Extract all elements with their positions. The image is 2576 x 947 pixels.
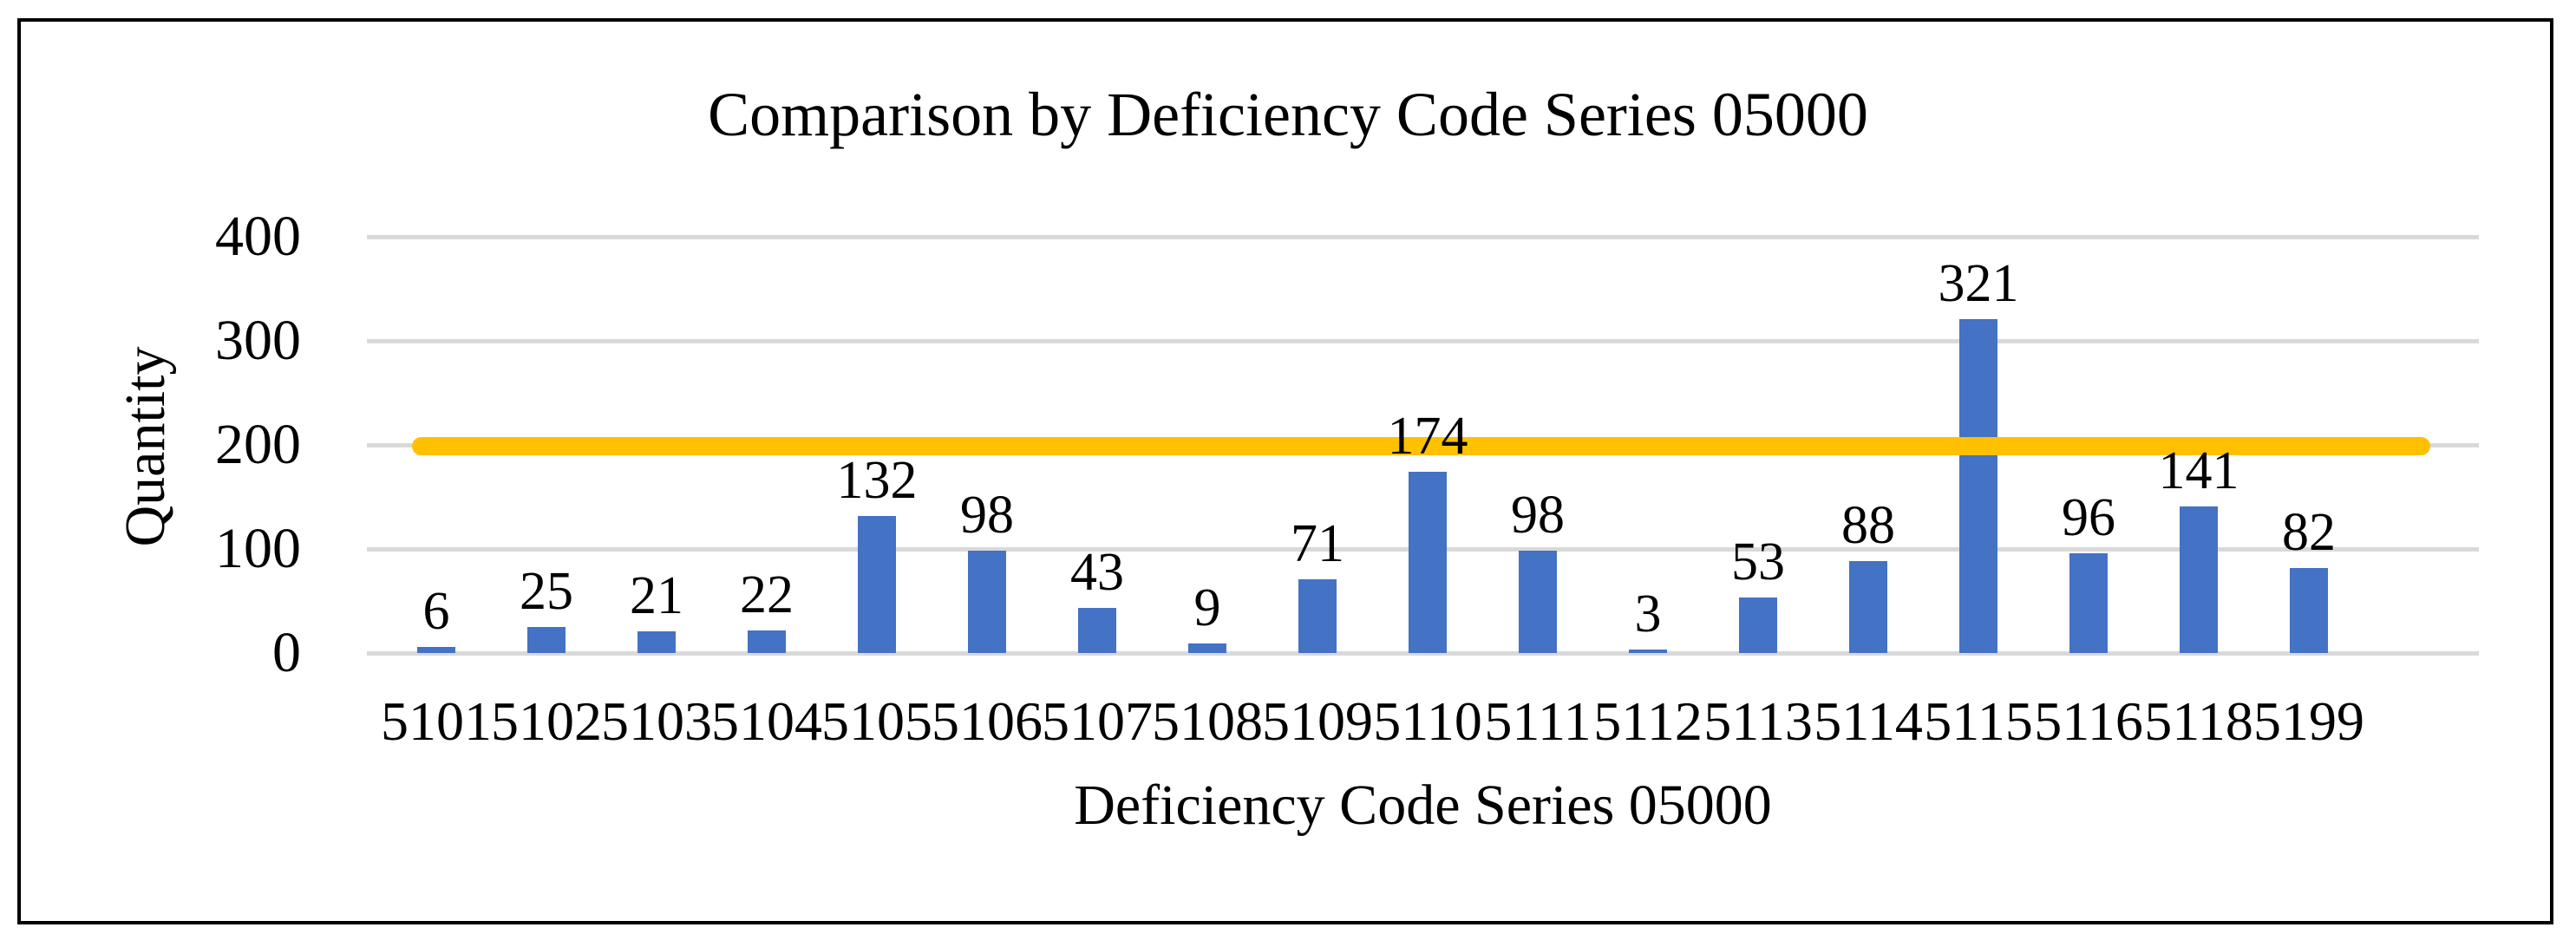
value-label-5110: 174 (1387, 407, 1468, 467)
bar-5112 (1629, 650, 1667, 653)
bar-5116 (2069, 552, 2108, 653)
value-label-5113: 53 (1731, 532, 1785, 592)
value-label-5108: 9 (1193, 578, 1221, 638)
x-tick-label-5118: 5118 (2144, 690, 2253, 752)
x-tick-label-5199: 5199 (2253, 690, 2364, 752)
bar-5106 (968, 551, 1006, 653)
x-tick-label-5116: 5116 (2034, 690, 2143, 752)
gridline-y-300 (367, 338, 2479, 343)
y-tick-label-400: 400 (215, 205, 301, 268)
bar-5104 (748, 630, 786, 653)
x-tick-label-5102: 5102 (491, 690, 602, 752)
bar-5110 (1409, 472, 1447, 653)
x-tick-label-5105: 5105 (821, 690, 932, 752)
value-label-5109: 71 (1291, 513, 1344, 573)
gridline-y-0 (367, 650, 2479, 656)
value-label-5102: 25 (520, 562, 573, 621)
bar-5107 (1078, 608, 1116, 653)
value-label-5111: 98 (1511, 486, 1565, 545)
chart-title: Comparison by Deficiency Code Series 050… (708, 80, 1868, 149)
chart-border-frame (17, 18, 2553, 924)
value-label-5107: 43 (1070, 543, 1124, 603)
x-tick-label-5112: 5112 (1593, 690, 1703, 752)
bar-5113 (1739, 598, 1777, 653)
value-label-5105: 132 (836, 450, 918, 510)
bar-5103 (637, 630, 676, 653)
x-tick-label-5113: 5113 (1703, 690, 1813, 752)
x-tick-label-5107: 5107 (1042, 690, 1153, 752)
x-tick-label-5111: 5111 (1484, 690, 1592, 752)
x-tick-label-5104: 5104 (711, 690, 822, 752)
x-tick-label-5110: 5110 (1373, 690, 1482, 752)
x-axis-title: Deficiency Code Series 05000 (1074, 774, 1772, 837)
value-label-5112: 3 (1634, 585, 1662, 644)
bar-5109 (1298, 578, 1337, 653)
value-label-5103: 21 (630, 565, 683, 625)
value-label-5114: 88 (1841, 496, 1895, 556)
x-tick-label-5103: 5103 (601, 690, 712, 752)
bar-5102 (527, 627, 566, 653)
value-label-5106: 98 (960, 486, 1014, 545)
bar-5105 (858, 515, 896, 653)
x-tick-label-5115: 5115 (1924, 690, 2033, 752)
x-tick-label-5106: 5106 (932, 690, 1043, 752)
x-tick-label-5101: 5101 (381, 690, 492, 752)
gridline-y-400 (367, 234, 2479, 239)
bar-5101 (417, 646, 455, 653)
y-tick-label-0: 0 (272, 621, 301, 684)
value-label-5118: 141 (2158, 441, 2239, 500)
y-tick-label-300: 300 (215, 309, 301, 372)
y-tick-label-200: 200 (215, 413, 301, 476)
bar-5118 (2180, 506, 2218, 653)
bar-5115 (1959, 318, 1997, 653)
y-tick-label-100: 100 (215, 517, 301, 580)
value-label-5104: 22 (740, 565, 794, 624)
x-tick-label-5109: 5109 (1262, 690, 1373, 752)
value-label-5101: 6 (422, 581, 450, 641)
value-label-5115: 321 (1938, 253, 2019, 313)
bar-5199 (2290, 567, 2328, 653)
reference-line-200 (412, 437, 2430, 455)
bar-5114 (1849, 561, 1887, 653)
x-tick-label-5108: 5108 (1152, 690, 1263, 752)
value-label-5199: 82 (2282, 502, 2336, 562)
bar-5108 (1188, 643, 1226, 653)
x-tick-label-5114: 5114 (1814, 690, 1923, 752)
value-label-5116: 96 (2062, 487, 2115, 547)
bar-5111 (1519, 551, 1557, 653)
